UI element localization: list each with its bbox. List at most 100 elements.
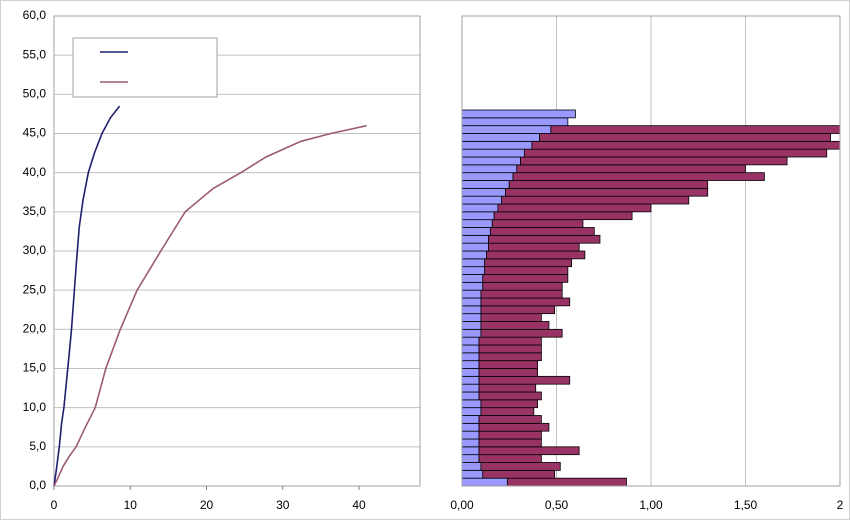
- bar: [461, 258, 486, 268]
- bar: [488, 234, 601, 244]
- bar: [478, 430, 542, 440]
- bar: [516, 164, 746, 174]
- bar: [486, 250, 586, 260]
- bar: [508, 180, 709, 189]
- y-tick-label: 0,0: [29, 478, 46, 492]
- bar: [478, 391, 542, 401]
- bar: [461, 250, 487, 260]
- y-tick-label: 55,0: [23, 47, 47, 61]
- bar: [478, 336, 542, 346]
- bar: [461, 352, 480, 362]
- y-tick-label: 25,0: [23, 282, 47, 296]
- bar: [480, 313, 542, 322]
- bar: [480, 321, 550, 330]
- bar: [461, 454, 480, 463]
- bar: [461, 148, 525, 158]
- bar: [461, 281, 484, 291]
- bar: [478, 352, 542, 362]
- bar: [461, 195, 503, 205]
- x-tick-label: 1,50: [734, 498, 758, 512]
- y-tick-label: 35,0: [23, 204, 47, 218]
- x-tick-label: 0: [51, 498, 58, 512]
- bar: [512, 172, 765, 181]
- x-tick-label: 0,50: [545, 498, 569, 512]
- bar: [461, 399, 482, 409]
- series-line: [53, 124, 367, 487]
- bar: [461, 321, 482, 330]
- bar: [489, 227, 595, 236]
- bar: [488, 242, 580, 252]
- x-tick-label: 1,00: [639, 498, 663, 512]
- bar: [461, 219, 493, 228]
- y-tick-label: 60,0: [23, 8, 47, 22]
- bar: [531, 140, 841, 150]
- bar: [461, 383, 480, 393]
- bar: [461, 211, 495, 221]
- bar: [461, 289, 482, 299]
- bar: [461, 187, 506, 197]
- y-tick-label: 10,0: [23, 400, 47, 414]
- bar: [478, 383, 537, 393]
- bar: [461, 477, 508, 487]
- bar: [480, 462, 561, 471]
- bar: [520, 156, 788, 166]
- bar: [461, 109, 576, 119]
- bar: [461, 422, 480, 432]
- bar: [461, 328, 482, 338]
- bar: [461, 391, 480, 401]
- bar: [478, 375, 571, 385]
- bar: [505, 187, 709, 197]
- bar: [461, 133, 540, 142]
- x-tick-label: 30: [276, 498, 290, 512]
- bar: [461, 203, 499, 213]
- bar: [478, 360, 539, 369]
- bar: [461, 125, 552, 134]
- y-tick-label: 45,0: [23, 126, 47, 140]
- plot-border: [461, 15, 841, 487]
- bar: [478, 368, 539, 377]
- bar: [539, 133, 831, 142]
- bar: [461, 462, 482, 471]
- bar: [461, 297, 482, 307]
- bar: [497, 203, 652, 213]
- bar: [550, 125, 841, 134]
- x-tick-label: 40: [352, 498, 366, 512]
- bar: [461, 242, 489, 252]
- bar: [461, 360, 480, 369]
- bar: [478, 438, 542, 448]
- bar: [478, 415, 542, 424]
- bar: [461, 407, 482, 416]
- y-tick-label: 30,0: [23, 243, 47, 257]
- bar: [480, 399, 538, 409]
- bar: [484, 258, 573, 268]
- bar: [482, 469, 556, 479]
- bar: [461, 344, 480, 354]
- bar: [461, 446, 480, 456]
- bar: [493, 211, 633, 221]
- bar: [461, 438, 480, 448]
- bar: [482, 274, 569, 283]
- bar: [480, 328, 563, 338]
- bar: [461, 117, 569, 127]
- bar: [461, 164, 518, 174]
- bar: [461, 305, 482, 315]
- y-tick-label: 40,0: [23, 165, 47, 179]
- bar: [461, 156, 521, 166]
- bar: [478, 446, 580, 456]
- bar: [461, 140, 533, 150]
- bar: [523, 148, 828, 158]
- bar: [480, 407, 535, 416]
- bar: [491, 219, 584, 228]
- x-tick-label: 10: [124, 498, 138, 512]
- bar: [461, 234, 489, 244]
- bar: [461, 430, 480, 440]
- y-tick-label: 15,0: [23, 361, 47, 375]
- y-tick-label: 5,0: [29, 439, 46, 453]
- bar: [484, 266, 569, 275]
- bar: [482, 281, 563, 291]
- bar: [461, 336, 480, 346]
- bar: [461, 266, 486, 275]
- bar: [480, 297, 571, 307]
- bar: [506, 477, 627, 487]
